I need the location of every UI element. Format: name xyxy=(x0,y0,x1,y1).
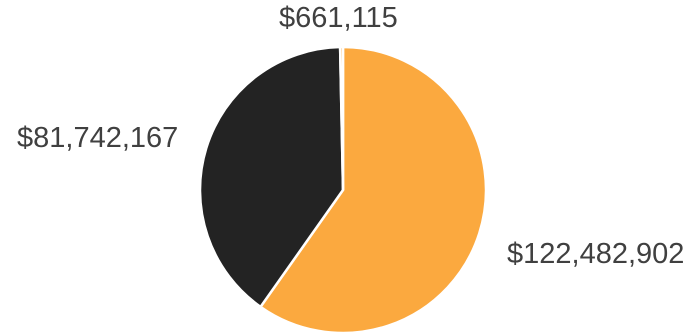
data-label-2: $81,742,167 xyxy=(17,122,178,154)
data-label-3: $661,115 xyxy=(279,2,398,34)
pie-data-labels: $122,482,902 $81,742,167 $661,115 xyxy=(17,2,684,270)
pie-slices xyxy=(198,45,488,333)
pie-slice-2 xyxy=(198,45,345,309)
pie-slice-3 xyxy=(338,45,345,191)
pie-slice-1 xyxy=(258,45,488,333)
data-label-1: $122,482,902 xyxy=(507,238,684,270)
